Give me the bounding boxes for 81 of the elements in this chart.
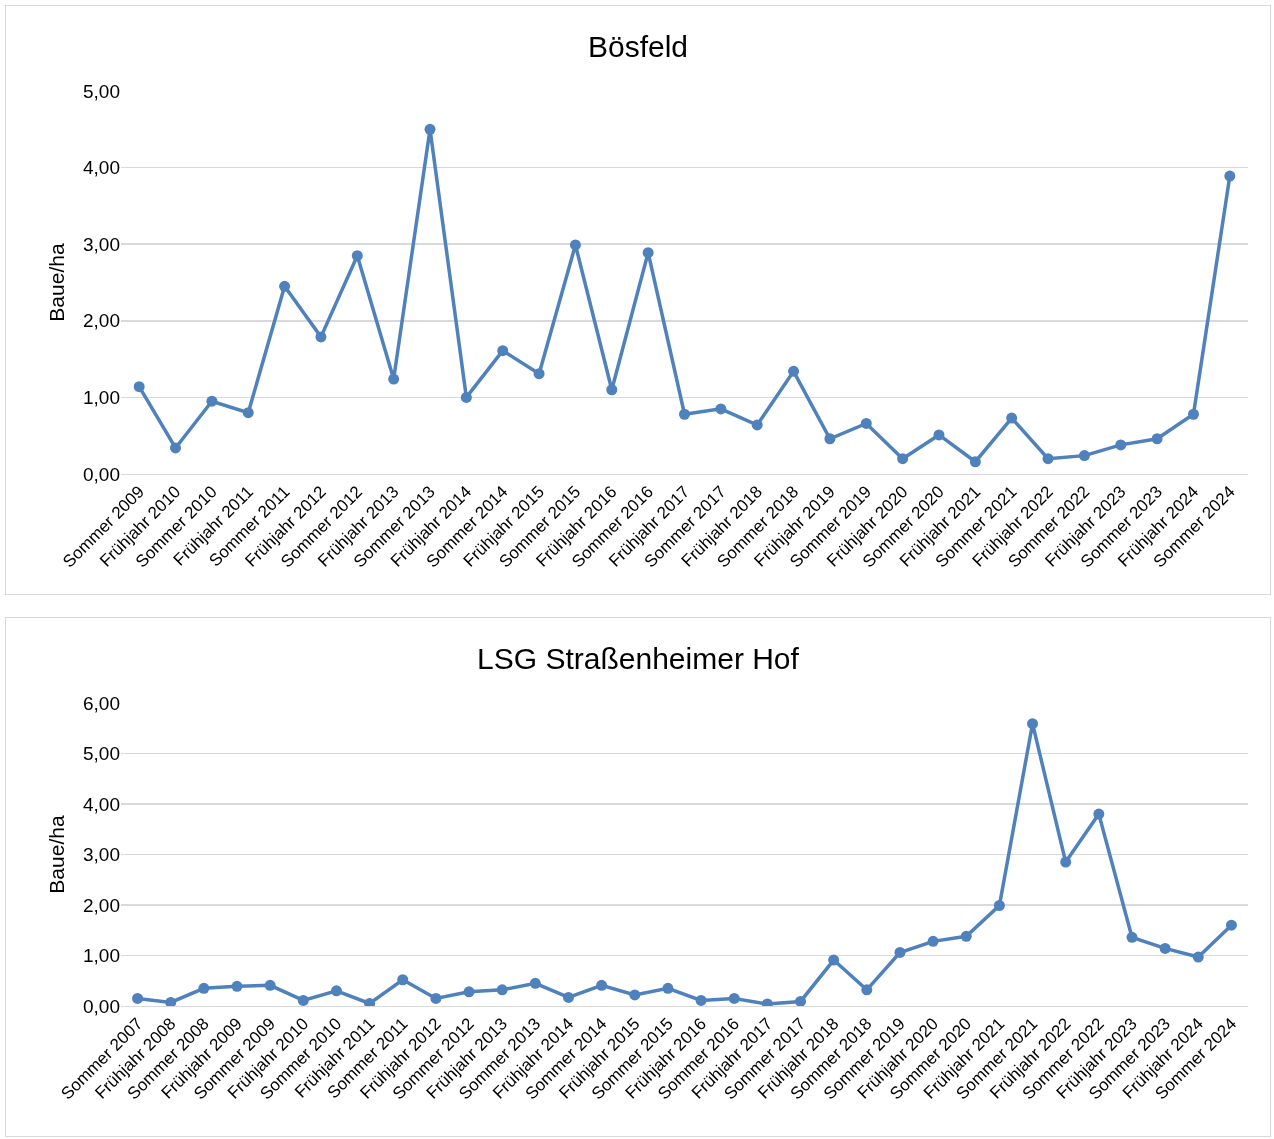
point	[788, 365, 800, 377]
point	[662, 982, 674, 994]
point	[728, 992, 740, 1004]
point	[1151, 433, 1163, 445]
point	[569, 239, 581, 251]
point	[596, 979, 608, 991]
y-tick-label: 3,00	[83, 233, 120, 255]
point	[497, 345, 509, 357]
y-tick-label: 5,00	[83, 743, 120, 765]
point	[133, 381, 145, 393]
y-tick-label: 5,00	[83, 80, 120, 102]
point	[397, 974, 409, 986]
point	[933, 429, 945, 441]
point	[828, 954, 840, 966]
y-tick-label: 4,00	[83, 793, 120, 815]
point	[629, 989, 641, 1001]
point	[1060, 856, 1072, 868]
point	[1115, 439, 1127, 451]
point	[993, 900, 1005, 912]
point	[715, 403, 727, 415]
point	[231, 980, 243, 992]
y-tick-label: 3,00	[83, 844, 120, 866]
point	[198, 982, 210, 994]
point	[1078, 450, 1090, 462]
point	[170, 442, 182, 454]
point	[1224, 170, 1236, 182]
point	[264, 979, 276, 991]
point	[894, 946, 906, 958]
point	[388, 373, 400, 385]
point	[165, 996, 177, 1006]
point	[279, 280, 291, 292]
point	[463, 986, 475, 998]
point	[1006, 412, 1018, 424]
point	[1027, 718, 1039, 730]
point	[960, 930, 972, 942]
y-tick-label: 1,00	[83, 387, 120, 409]
y-axis-title: Baue/ha	[45, 815, 69, 894]
point	[606, 384, 618, 396]
point	[1225, 919, 1237, 931]
chart-title: Bösfeld	[587, 30, 689, 63]
point	[824, 433, 836, 445]
point	[529, 977, 541, 989]
point	[562, 991, 574, 1003]
point	[496, 984, 508, 996]
point	[1093, 808, 1105, 820]
y-axis-title: Baue/ha	[45, 243, 69, 322]
point	[969, 456, 981, 468]
point	[679, 408, 690, 420]
point	[897, 453, 909, 465]
y-tick-label: 2,00	[83, 894, 120, 916]
point	[927, 935, 939, 947]
point	[1126, 931, 1138, 943]
point	[695, 994, 707, 1006]
chart-title: LSG Straßenheimer Hof	[477, 642, 800, 675]
point	[430, 992, 442, 1004]
point	[861, 984, 873, 996]
point	[132, 992, 144, 1004]
point	[460, 391, 472, 403]
point	[351, 250, 363, 262]
point	[1187, 408, 1199, 420]
y-tick-label: 6,00	[83, 692, 120, 714]
point	[364, 997, 376, 1006]
y-tick-label: 1,00	[83, 945, 120, 967]
point	[330, 985, 342, 997]
point	[315, 331, 327, 343]
point	[751, 419, 763, 431]
point	[1042, 453, 1054, 465]
point	[642, 247, 654, 259]
y-tick-label: 0,00	[83, 463, 120, 485]
point	[1159, 942, 1171, 954]
point	[242, 407, 254, 419]
y-tick-label: 2,00	[83, 310, 120, 332]
point	[297, 994, 309, 1006]
point	[795, 995, 807, 1006]
point	[533, 368, 545, 380]
point	[1192, 951, 1204, 963]
point	[860, 417, 872, 429]
y-tick-label: 0,00	[83, 995, 120, 1017]
point	[206, 395, 218, 407]
point	[424, 123, 436, 135]
y-tick-label: 4,00	[83, 157, 120, 179]
